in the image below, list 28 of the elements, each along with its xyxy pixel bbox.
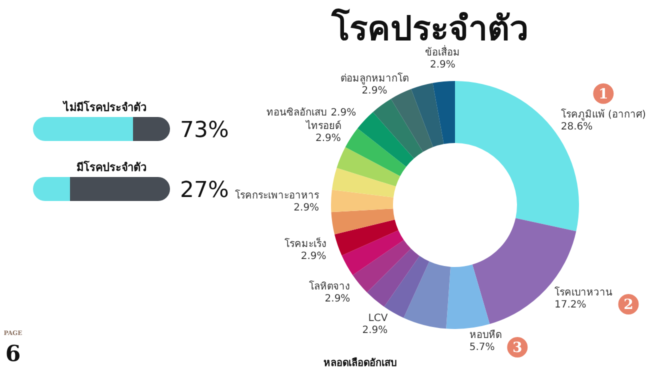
slice-label: หอบหืด	[469, 329, 502, 342]
slice-label: ต่อมลูกหมากโต	[340, 71, 409, 84]
data-label: 2.9%	[324, 294, 350, 305]
slice-label: โรคเบาหวาน	[554, 286, 612, 299]
data-label: 2.9%	[294, 202, 320, 214]
slice-label: โรคมะเร็ง	[284, 236, 326, 250]
data-label: 2.9%	[430, 60, 456, 71]
data-label: 2.9%	[300, 250, 326, 262]
slice-label: โลหิตจาง	[309, 280, 350, 293]
slice-label: ไทรอยด์	[304, 120, 341, 132]
data-label: 2.9%	[362, 325, 388, 336]
y-tick-label: มีโรคประจำตัว	[76, 160, 146, 174]
y-tick-label: ไม่มีโรคประจำตัว	[62, 100, 146, 114]
data-label: 73%	[180, 118, 229, 143]
slice-label: LCV	[368, 313, 388, 324]
text: 6	[5, 341, 21, 367]
slice-label: ข้อเสื่อม	[425, 44, 460, 59]
slice-label: ทอนซิลอักเสบ	[266, 108, 327, 119]
slice-label: โรคกระเพาะอาหาร	[235, 188, 320, 202]
data-label: 28.6%	[560, 122, 593, 133]
data-label: 2.9%	[362, 85, 388, 96]
slice-label: โรคภูมิแพ้ (อากาศ)	[560, 108, 646, 121]
data-label: 2.9%	[316, 132, 341, 144]
text: หลอดเลือดอักเสบ	[324, 357, 396, 369]
data-label: 17.2%	[554, 300, 586, 311]
data-label: 2.9%	[330, 108, 356, 119]
data-label: 5.7%	[469, 342, 495, 354]
data-label: 27%	[180, 178, 229, 203]
